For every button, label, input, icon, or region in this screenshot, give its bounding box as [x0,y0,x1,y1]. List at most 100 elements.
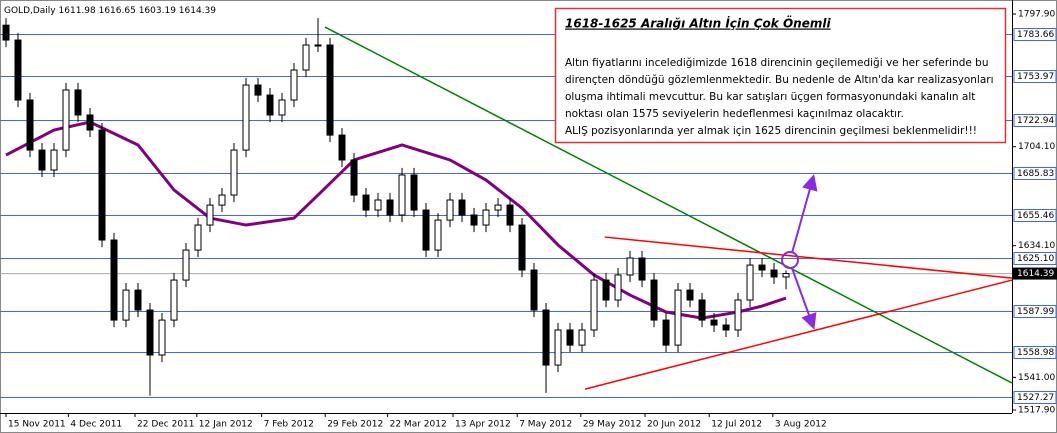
candle-body [602,279,610,301]
candle-body [506,204,514,226]
level-label: 1655.46 [1017,211,1054,221]
candle-body [674,289,682,346]
candle-body [722,324,730,331]
level-label: 1753.97 [1017,72,1054,82]
level-tag [1013,28,1057,41]
candle-body [242,84,250,151]
x-tick-label: 29 Feb 2012 [327,420,383,430]
y-tick-label: 1704.10 [1018,142,1055,152]
candle-body [182,249,190,281]
level-tag [1013,167,1057,180]
symbol: GOLD,Daily [4,6,56,16]
level-label: 1527.27 [1017,393,1054,403]
x-tick-label: 12 Jul 2012 [711,420,762,430]
candle-body [350,159,358,196]
candle-body [110,239,118,321]
arrow-down [791,267,817,330]
candle-body [194,224,202,251]
x-tick-label: 13 Apr 2012 [455,420,511,430]
candle-body [170,279,178,321]
candle-body [770,269,778,278]
trendline [584,279,1013,390]
level-label: 1722.94 [1017,116,1054,126]
annotation-line: noktası olan 1575 seviyelerin hedeflenme… [565,108,904,120]
candle-body [278,99,286,116]
candle-body [662,319,670,346]
level-tag [1013,114,1057,127]
trendline [324,26,1013,384]
candle-body [62,89,70,151]
price-label: 1614.39 [1017,269,1054,279]
price-tag [1013,267,1057,280]
candle-body [590,279,598,331]
candle-body [554,329,562,366]
candle-body [266,94,274,116]
level-label: 1685.83 [1017,169,1054,179]
candle-body [50,149,58,171]
candle-body [290,69,298,101]
moving-average [5,120,787,320]
candle-body [98,129,106,241]
candle-body [386,199,394,216]
header-close: 1614.39 [179,6,216,16]
annotation-line: Altın fiyatlarını incelediğimizde 1618 d… [565,57,989,69]
header-high: 1616.65 [99,6,136,16]
x-tick-label: 29 May 2012 [583,420,642,430]
level-tag [1013,346,1057,359]
x-tick-label: 12 Jan 2012 [199,420,253,430]
x-tick-label: 7 Feb 2012 [264,420,314,430]
candle-body [746,264,754,301]
candle-body [74,89,82,116]
candle-body [206,204,214,226]
candle-body [530,269,538,311]
candle-body [710,319,718,326]
candle-body [134,289,142,311]
annotation-line: oluşma ihtimali mevcuttur. Bu kar satışl… [565,91,975,103]
candle-body [698,299,706,321]
candle-body [230,149,238,196]
candle-body [362,194,370,211]
y-tick-label: 1541.00 [1018,373,1055,383]
x-tick-label: 3 Aug 2012 [775,420,827,430]
candle-body [626,257,634,276]
x-tick-label: 7 May 2012 [519,420,572,430]
level-tag [1013,70,1057,83]
x-tick-label: 4 Dec 2011 [70,420,122,430]
candle-body [314,44,322,47]
candle-body [734,299,742,331]
x-tick-label: 20 Jun 2012 [647,420,701,430]
candle-body [470,214,478,226]
candle-body [578,329,586,346]
candle-body [758,264,766,271]
candle-body [542,309,550,366]
level-label: 1558.98 [1017,348,1054,358]
candle-body [518,224,526,271]
candle-body [782,273,790,278]
candle-body [638,257,646,281]
level-tag [1013,252,1057,265]
annotation: 1618-1625 Aralığı Altın İçin Çok Önemli … [554,7,1007,144]
arrow-up [791,174,818,254]
candle-body [158,319,166,356]
level-label: 1625.10 [1017,254,1054,264]
y-tick-label: 1634.10 [1018,241,1055,251]
annotation-title: 1618-1625 Aralığı Altın İçin Çok Önemli [565,16,831,31]
x-tick-label: 22 Mar 2012 [390,420,447,430]
candle-body [326,44,334,136]
candle-body [14,39,22,101]
level-label: 1783.66 [1017,30,1054,40]
candle-body [86,114,94,131]
candle-body [122,289,130,321]
candle-body [398,174,406,216]
y-tick-label: 1797.90 [1018,10,1055,20]
header: GOLD,Daily 1611.98 1616.65 1603.19 1614.… [4,6,216,16]
candle-body [374,199,382,211]
x-tick-label: 22 Dec 2011 [137,420,195,430]
header-low: 1603.19 [139,6,176,16]
candle-body [38,149,46,171]
highlight-circle [781,251,799,269]
candle-body [686,289,694,301]
y-tick-label: 1517.90 [1018,406,1055,416]
annotation-line: dirençten döndüğü gözlemlenmektedir. Bu … [565,74,994,86]
